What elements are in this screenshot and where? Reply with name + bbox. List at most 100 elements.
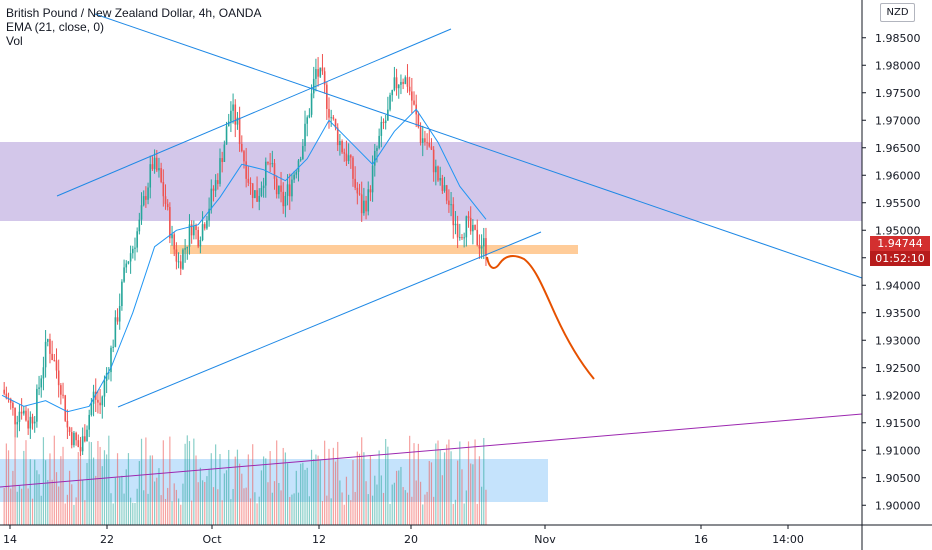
volume-bar bbox=[321, 500, 324, 525]
time-tick-label: 14:00 bbox=[772, 533, 804, 546]
candle-body bbox=[445, 185, 448, 201]
time-axis[interactable]: 14 22 Oct 12 20 Nov 16 14:00 bbox=[3, 525, 804, 546]
volume-bar bbox=[230, 499, 232, 525]
volume-bar bbox=[236, 449, 239, 525]
volume-bar bbox=[21, 488, 23, 525]
candle-body bbox=[467, 216, 470, 218]
volume-bar bbox=[313, 458, 315, 525]
candle-body bbox=[382, 121, 385, 124]
ema-indicator-label[interactable]: EMA (21, close, 0) bbox=[6, 20, 105, 34]
volume-bar bbox=[106, 454, 108, 525]
candle-body bbox=[404, 77, 407, 84]
volume-bar bbox=[393, 482, 395, 525]
candle-body bbox=[179, 261, 182, 269]
candle-body bbox=[208, 208, 210, 221]
projection-path[interactable] bbox=[486, 254, 595, 380]
volume-bar bbox=[121, 475, 123, 525]
candle-body bbox=[112, 346, 114, 348]
candle-body bbox=[195, 225, 197, 230]
volume-bar bbox=[154, 481, 156, 525]
volume-bar bbox=[97, 440, 99, 525]
volume-bar bbox=[280, 490, 282, 525]
candle-body bbox=[271, 163, 274, 165]
candle-body bbox=[169, 207, 171, 239]
price-tick-label: 1.94000 bbox=[875, 279, 921, 292]
volume-bar bbox=[350, 500, 352, 525]
channel-upper-line[interactable] bbox=[56, 28, 452, 197]
candle-body bbox=[424, 138, 426, 143]
volume-bar bbox=[206, 476, 208, 525]
volume-bar bbox=[385, 438, 387, 525]
volume-bar bbox=[260, 470, 263, 525]
currency-selector[interactable]: NZD bbox=[880, 3, 915, 22]
symbol-title[interactable]: British Pound / New Zealand Dollar, 4h, … bbox=[6, 6, 262, 20]
volume-bar bbox=[300, 463, 302, 525]
candle-body bbox=[33, 421, 36, 424]
candle-body bbox=[426, 142, 428, 144]
candle-body bbox=[312, 78, 315, 94]
descending-trendline[interactable] bbox=[94, 13, 863, 279]
resistance-zone[interactable] bbox=[0, 142, 862, 221]
volume-indicator-label[interactable]: Vol bbox=[6, 34, 23, 48]
volume-bar bbox=[42, 437, 45, 525]
channel-lower-line[interactable] bbox=[117, 231, 542, 408]
volume-bar bbox=[88, 441, 90, 525]
volume-bar bbox=[406, 492, 409, 525]
candle-body bbox=[306, 117, 308, 124]
volume-bar bbox=[151, 455, 154, 525]
volume-bar bbox=[315, 454, 317, 525]
volume-bar bbox=[217, 489, 219, 525]
price-tick-label: 1.95000 bbox=[875, 224, 921, 237]
candle-body bbox=[86, 429, 88, 442]
volume-bar bbox=[5, 443, 7, 525]
volume-bar bbox=[415, 480, 417, 525]
volume-bar bbox=[36, 470, 38, 525]
candle-body bbox=[260, 188, 263, 196]
volume-bar bbox=[241, 473, 243, 525]
candle-body bbox=[151, 164, 154, 170]
volume-bar bbox=[339, 480, 341, 525]
candle-body bbox=[14, 407, 16, 425]
volume-bar bbox=[10, 488, 12, 525]
volume-bar bbox=[435, 443, 437, 525]
candle-body bbox=[173, 234, 176, 250]
candle-body bbox=[286, 184, 289, 196]
candle-body bbox=[149, 164, 152, 188]
volume-bar bbox=[249, 498, 252, 525]
volume-bar bbox=[293, 493, 295, 525]
volume-bar bbox=[164, 498, 167, 525]
candle-body bbox=[308, 114, 311, 118]
volume-bar bbox=[64, 503, 66, 525]
volume-bar bbox=[71, 484, 73, 525]
support-zone[interactable] bbox=[170, 245, 578, 254]
candle-body bbox=[330, 117, 332, 119]
volume-bar bbox=[308, 496, 310, 525]
candle-body bbox=[326, 84, 328, 109]
candle-body bbox=[123, 267, 125, 282]
candle-body bbox=[417, 114, 420, 128]
volume-bar bbox=[330, 498, 332, 525]
candle-body bbox=[60, 385, 62, 395]
volume-bar bbox=[441, 475, 443, 525]
candle-body bbox=[177, 261, 180, 263]
candle-body bbox=[158, 168, 160, 171]
candle-body bbox=[297, 160, 300, 172]
price-axis[interactable]: 1.98500 1.98000 1.97500 1.97000 1.96500 1.960… bbox=[862, 32, 921, 513]
candle-body bbox=[430, 146, 433, 150]
candle-body bbox=[356, 187, 359, 194]
candle-body bbox=[101, 396, 104, 406]
candle-body bbox=[395, 77, 398, 89]
volume-bar bbox=[391, 484, 393, 525]
volume-bar bbox=[461, 469, 463, 525]
candle-body bbox=[166, 203, 169, 208]
purple-trendline[interactable] bbox=[0, 413, 863, 488]
plot-background bbox=[0, 0, 862, 525]
volume-bar bbox=[149, 455, 151, 525]
candle-body bbox=[46, 339, 49, 342]
volume-bar bbox=[448, 439, 450, 525]
volume-bar bbox=[140, 438, 143, 525]
volume-bar bbox=[112, 503, 114, 525]
candle-body bbox=[419, 127, 422, 143]
candle-body bbox=[480, 246, 483, 249]
